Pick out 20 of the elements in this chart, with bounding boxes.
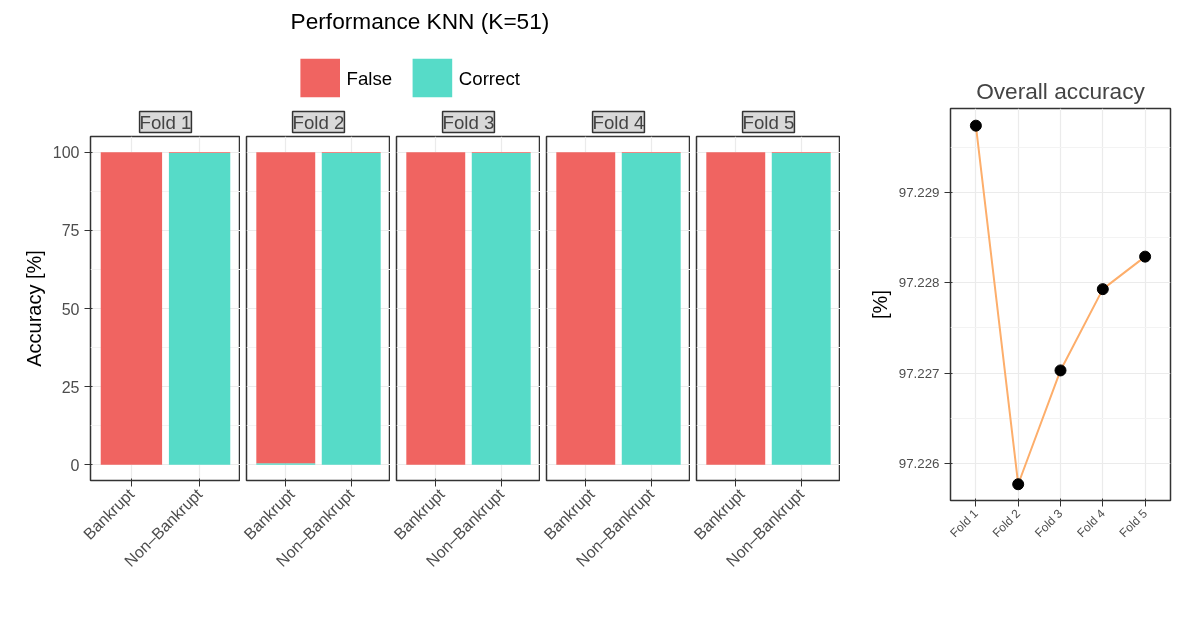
- chart-title: Overall accuracy: [976, 77, 1146, 104]
- chart-subtitle: Fold 2: [292, 111, 345, 133]
- y-tick-label: 25: [61, 378, 80, 396]
- y-axis-title: [%]: [868, 290, 891, 319]
- y-tick-label: 100: [52, 144, 80, 162]
- legend-label: Correct: [458, 67, 521, 89]
- y-tick-label: 50: [61, 300, 80, 318]
- chart-subtitle: Fold 3: [442, 111, 495, 133]
- chart-subtitle: Fold 1: [139, 111, 192, 133]
- chart-title: Performance KNN (K=51): [290, 7, 550, 36]
- y-tick-label: 0: [70, 456, 80, 474]
- legend-label: False: [346, 67, 393, 89]
- y-tick-label: 97.229: [898, 185, 940, 200]
- y-axis-title: Accuracy [%]: [22, 250, 45, 367]
- y-tick-label: 97.226: [898, 455, 940, 471]
- chart-subtitle: Fold 4: [592, 111, 645, 133]
- chart-subtitle: Fold 5: [742, 111, 795, 133]
- y-tick-label: 97.227: [898, 365, 940, 381]
- y-tick-label: 97.228: [898, 275, 940, 291]
- y-tick-label: 75: [61, 222, 80, 240]
